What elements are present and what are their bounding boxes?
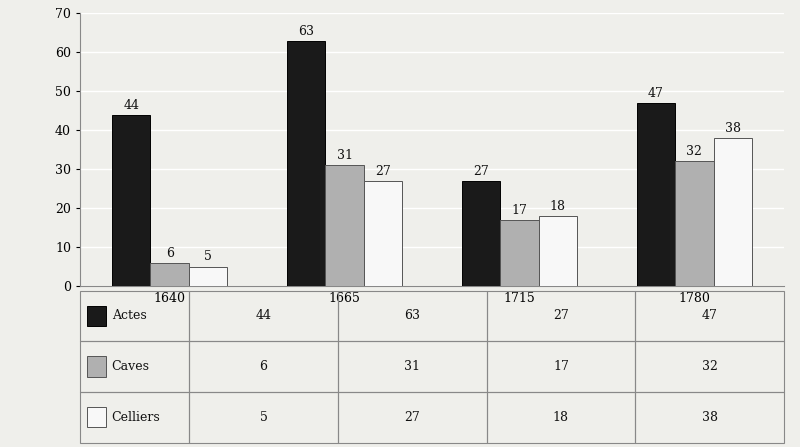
Text: 47: 47 [648, 87, 664, 100]
Bar [486, 392, 635, 443]
Bar [637, 103, 675, 286]
Bar [189, 291, 338, 341]
Bar [86, 306, 106, 326]
Bar [338, 392, 486, 443]
Bar [189, 341, 338, 392]
Bar [364, 181, 402, 286]
Text: 63: 63 [298, 25, 314, 38]
Bar [486, 341, 635, 392]
Bar [86, 356, 106, 377]
Text: 18: 18 [550, 200, 566, 213]
Bar [189, 392, 338, 443]
Text: 17: 17 [553, 360, 569, 373]
Text: 44: 44 [255, 309, 271, 322]
Text: 6: 6 [259, 360, 267, 373]
Bar [80, 392, 189, 443]
Text: 32: 32 [702, 360, 718, 373]
Text: 5: 5 [259, 411, 267, 424]
Bar [635, 392, 784, 443]
Bar [86, 407, 106, 427]
Text: 38: 38 [725, 122, 741, 135]
Text: 31: 31 [337, 149, 353, 162]
Bar [338, 291, 486, 341]
Text: 44: 44 [123, 99, 139, 112]
Text: 38: 38 [702, 411, 718, 424]
Text: 18: 18 [553, 411, 569, 424]
Text: 27: 27 [553, 309, 569, 322]
Bar [189, 266, 227, 286]
Bar [150, 263, 189, 286]
Text: 32: 32 [686, 145, 702, 158]
Text: Caves: Caves [112, 360, 150, 373]
Text: Actes: Actes [112, 309, 146, 322]
Text: 63: 63 [404, 309, 420, 322]
Text: 27: 27 [473, 165, 489, 178]
Bar [500, 220, 538, 286]
Bar [462, 181, 500, 286]
Bar [80, 341, 189, 392]
Bar [80, 291, 189, 341]
Text: 17: 17 [511, 204, 527, 217]
Bar [112, 115, 150, 286]
Bar [714, 138, 752, 286]
Text: 47: 47 [702, 309, 718, 322]
Text: 31: 31 [404, 360, 420, 373]
Bar [538, 216, 577, 286]
Text: Celliers: Celliers [112, 411, 160, 424]
Bar [635, 291, 784, 341]
Text: 5: 5 [204, 250, 212, 263]
Bar [326, 165, 364, 286]
Bar [338, 341, 486, 392]
Bar [635, 341, 784, 392]
Bar [486, 291, 635, 341]
Bar [675, 161, 714, 286]
Text: 27: 27 [375, 165, 391, 178]
Bar [287, 41, 326, 286]
Text: 6: 6 [166, 247, 174, 260]
Text: 27: 27 [404, 411, 420, 424]
